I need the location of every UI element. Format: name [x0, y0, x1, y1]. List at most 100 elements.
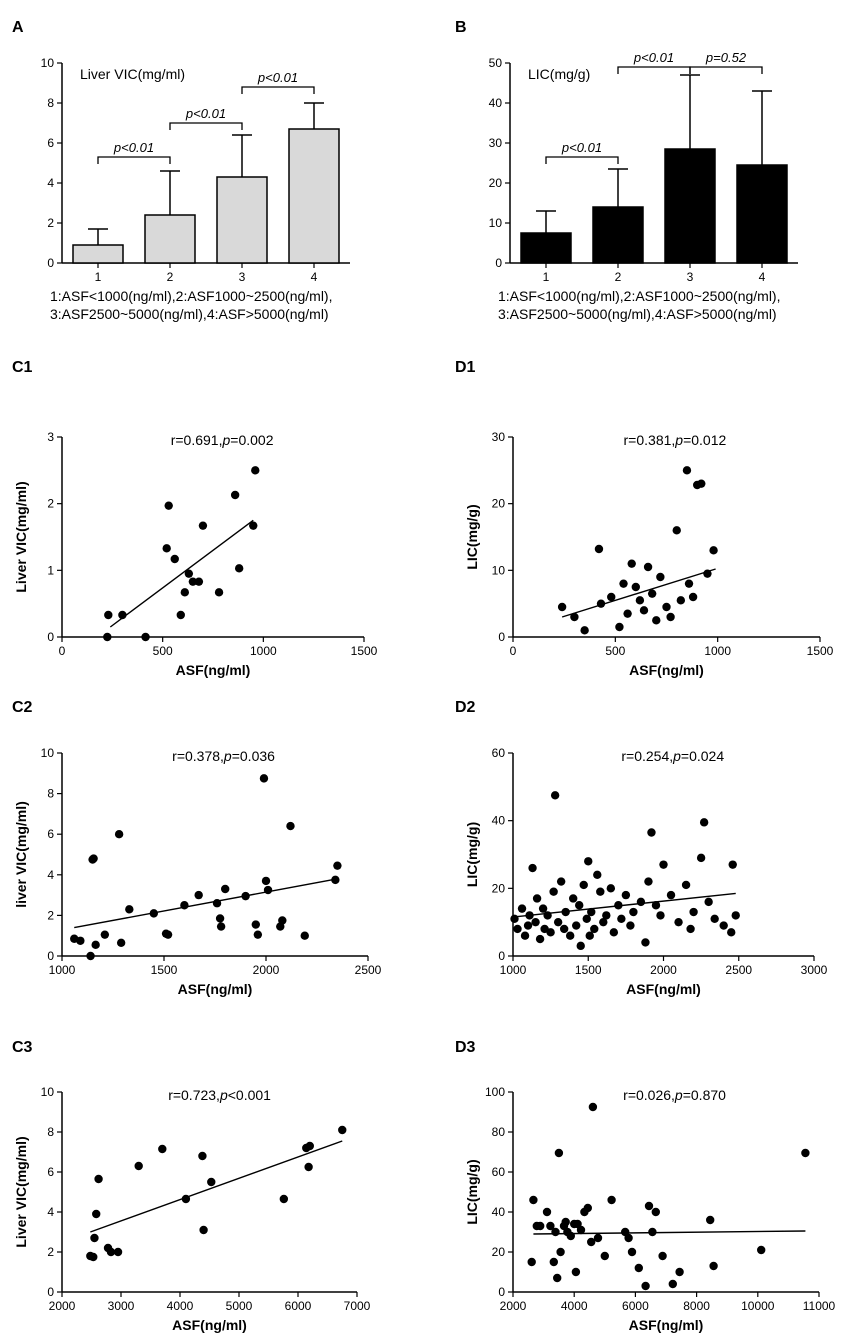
data-point [594, 544, 604, 554]
y-tick-label: 10 [41, 746, 55, 760]
x-tick-label: 4000 [561, 1299, 588, 1313]
significance-label: p<0.01 [561, 140, 602, 155]
x-tick-label: 4000 [167, 1299, 194, 1313]
data-point [76, 936, 85, 945]
panel-d2: D2 0 20 40 60 1000 1500 2000 2500 3000 ASF(ng/ml) L… [455, 699, 828, 997]
data-point [709, 1261, 718, 1271]
x-tick-label: 3000 [801, 963, 828, 977]
data-point [602, 911, 611, 920]
data-point [531, 917, 540, 927]
data-point [666, 612, 675, 622]
y-tick-label: 2 [47, 497, 54, 511]
x-tick-label: 3 [687, 270, 694, 284]
data-point [709, 546, 718, 555]
data-point [106, 1247, 116, 1257]
data-point [551, 1227, 560, 1237]
y-axis-label: LIC(mg/g) [464, 822, 480, 887]
data-point [559, 924, 569, 934]
data-point [523, 921, 533, 930]
data-point [635, 596, 645, 605]
data-point [615, 622, 624, 632]
data-point [162, 544, 171, 553]
data-point [89, 854, 98, 863]
y-axis-label: LIC(mg/g) [464, 1159, 480, 1224]
y-tick-label: 0 [47, 256, 54, 270]
y-tick-label: 10 [41, 1085, 55, 1099]
data-point [510, 914, 519, 923]
data-point [278, 916, 287, 925]
y-tick-label: 60 [492, 746, 506, 760]
y-tick-label: 2 [47, 216, 54, 230]
x-tick-label: 2000 [49, 1299, 76, 1313]
y-tick-label: 20 [489, 176, 503, 190]
data-point [627, 559, 636, 568]
x-axis-label: ASF(ng/ml) [629, 1317, 704, 1333]
y-tick-label: 1 [47, 563, 54, 577]
x-tick-label: 1500 [151, 963, 178, 977]
bar [736, 164, 788, 264]
x-axis-label: ASF(ng/ml) [172, 1317, 247, 1333]
data-point [338, 1125, 347, 1135]
significance-label: p<0.01 [633, 50, 674, 65]
significance-bracket [241, 86, 315, 94]
y-tick-label: 0 [498, 1285, 505, 1299]
panel-c2: C2 0 2 4 6 8 10 1000 1500 2000 2500 ASF(ng/ml) liver… [12, 699, 382, 997]
x-axis-label: ASF(ng/ml) [629, 662, 704, 678]
data-point [532, 894, 542, 903]
data-point [599, 917, 608, 927]
x-tick-label: 0 [510, 644, 517, 658]
data-point [634, 1263, 643, 1273]
data-point [576, 941, 585, 951]
data-point [585, 931, 594, 940]
data-point [643, 562, 653, 572]
data-point [86, 951, 95, 961]
data-point [575, 901, 584, 910]
x-tick-label: 500 [605, 644, 625, 658]
data-point [164, 501, 173, 510]
data-point [583, 1203, 592, 1213]
data-point [593, 870, 602, 879]
data-point [546, 1221, 555, 1231]
data-point [184, 569, 194, 578]
data-point [553, 917, 563, 927]
y-tick-label: 0 [498, 630, 505, 644]
bar [520, 232, 572, 264]
data-point [89, 1252, 98, 1262]
data-point [689, 907, 698, 917]
data-point [529, 1195, 538, 1205]
panel-label: C3 [12, 1039, 33, 1056]
data-point [536, 1221, 545, 1231]
data-point [656, 572, 665, 582]
data-point [647, 828, 656, 837]
x-tick-label: 1500 [575, 963, 602, 977]
significance-bracket [97, 156, 171, 164]
y-tick-label: 10 [492, 563, 506, 577]
x-tick-label: 2 [615, 270, 622, 284]
x-tick-label: 2 [167, 270, 174, 284]
bar [216, 176, 268, 264]
significance-bracket [617, 66, 691, 74]
data-point [158, 1144, 167, 1154]
panel-label: C1 [12, 359, 33, 376]
y-tick-label: 50 [489, 56, 503, 70]
data-point [116, 938, 126, 948]
y-tick-label: 30 [492, 430, 506, 444]
data-point [719, 921, 728, 930]
x-tick-label: 2500 [355, 963, 382, 977]
panel-label: D1 [455, 359, 476, 376]
correlation-annotation: r=0.254,p=0.024 [621, 748, 724, 764]
data-point [607, 1195, 616, 1205]
data-point [731, 911, 740, 920]
data-point [600, 1251, 609, 1261]
panel-c3: C3 0 2 4 6 8 10 2000 3000 4000 5000 6000 7000 ASF(ng/… [12, 1039, 371, 1333]
data-point [94, 1174, 103, 1184]
panel-b: B 0 10 20 30 40 50 1 2 3 4 p<0.01 p<0.01 p=0.52 LIC(mg… [455, 19, 798, 322]
y-tick-label: 8 [47, 1125, 54, 1139]
data-point [668, 1279, 677, 1289]
y-tick-label: 40 [489, 96, 503, 110]
significance-bracket [169, 122, 243, 130]
data-point [141, 632, 150, 642]
data-point [801, 1148, 810, 1158]
data-point [194, 890, 203, 900]
